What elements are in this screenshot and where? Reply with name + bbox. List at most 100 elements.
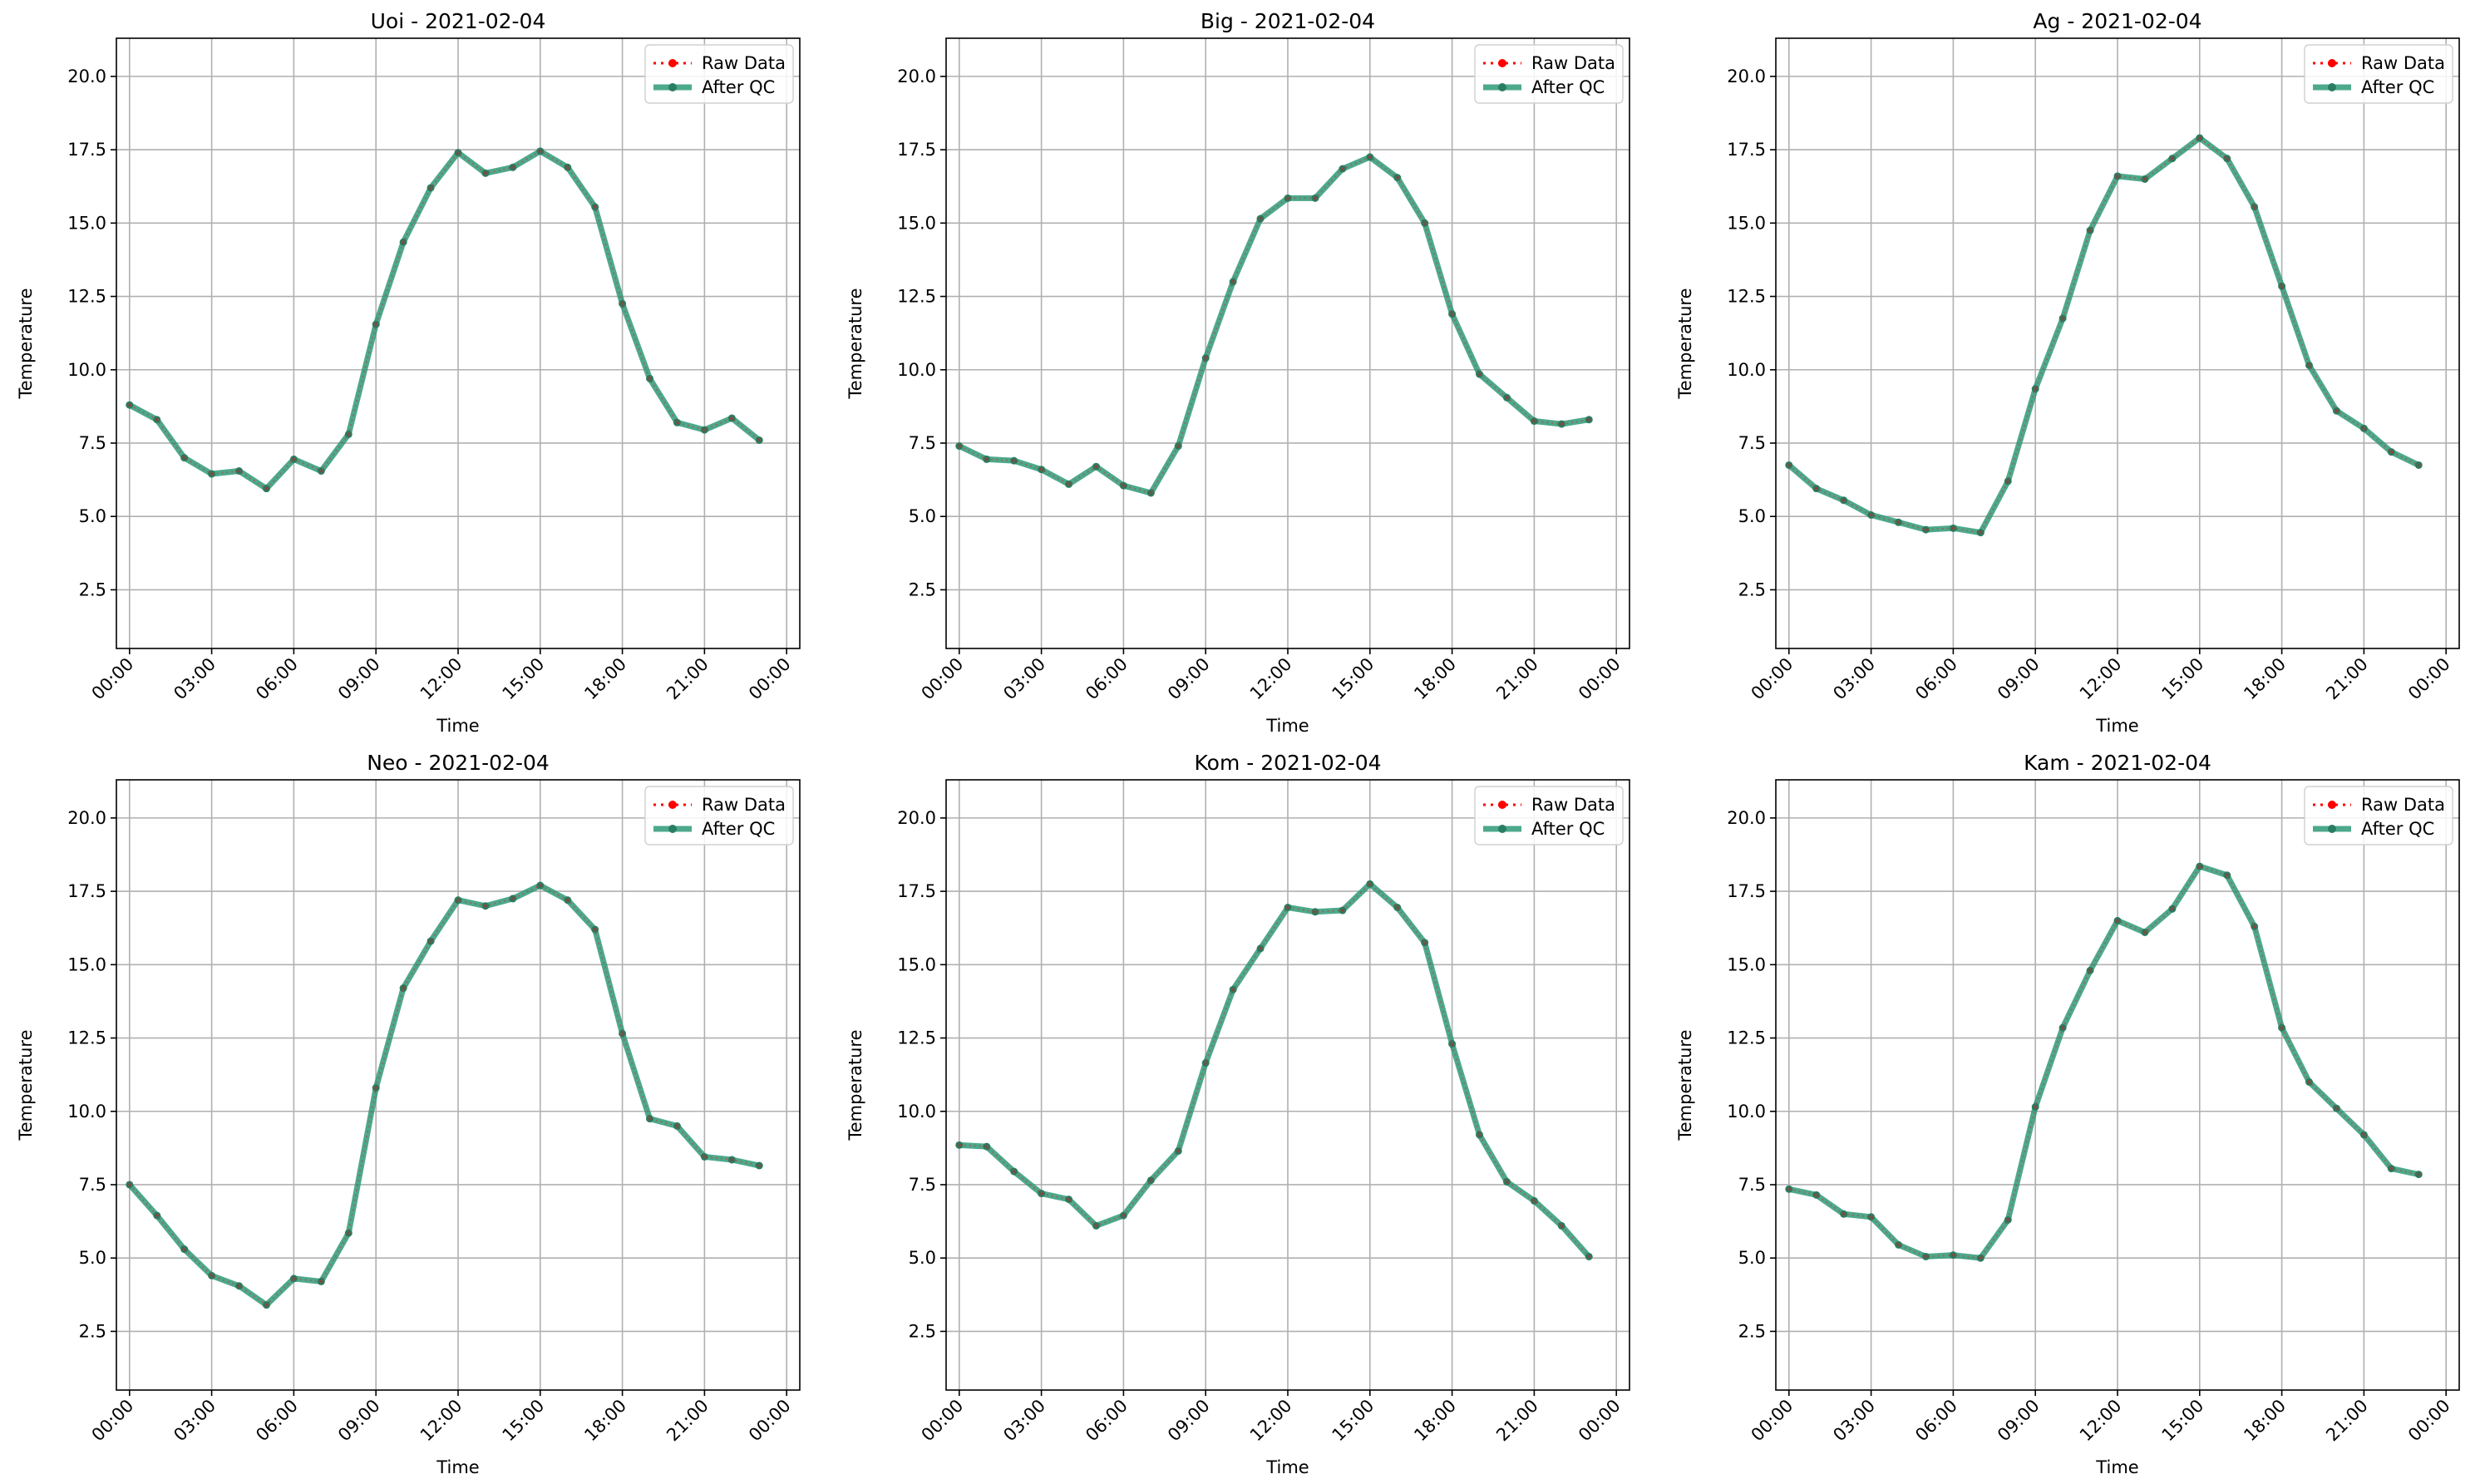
point-after-qc bbox=[1010, 456, 1018, 465]
legend-marker-after-qc bbox=[1498, 83, 1506, 91]
point-after-qc bbox=[1421, 939, 1429, 947]
x-tick-label: 00:00 bbox=[918, 1396, 968, 1446]
point-after-qc bbox=[2086, 226, 2094, 234]
point-raw bbox=[1477, 372, 1482, 377]
point-after-qc bbox=[1476, 1131, 1484, 1139]
point-raw bbox=[1176, 1148, 1181, 1153]
subplot-title: Kom - 2021-02-04 bbox=[1195, 751, 1382, 775]
point-after-qc bbox=[1366, 880, 1374, 888]
y-tick-label: 5.0 bbox=[1738, 1248, 1766, 1268]
x-tick-label: 09:00 bbox=[1994, 654, 2044, 704]
point-after-qc bbox=[1895, 1240, 1903, 1249]
point-after-qc bbox=[2086, 966, 2094, 974]
point-after-qc bbox=[509, 163, 517, 171]
subplot-title: Kam - 2021-02-04 bbox=[2024, 751, 2211, 775]
point-raw bbox=[1093, 464, 1098, 469]
y-tick-label: 12.5 bbox=[897, 287, 936, 307]
point-raw bbox=[1285, 195, 1290, 200]
point-raw bbox=[2389, 1166, 2394, 1171]
x-tick-label: 03:00 bbox=[1829, 654, 1879, 704]
x-tick-label: 09:00 bbox=[1164, 1396, 1214, 1446]
y-tick-label: 2.5 bbox=[1738, 1321, 1766, 1341]
point-after-qc bbox=[1065, 1196, 1073, 1204]
point-after-qc bbox=[126, 1181, 134, 1189]
point-after-qc bbox=[1256, 214, 1265, 223]
point-raw bbox=[264, 1303, 269, 1308]
point-after-qc bbox=[1393, 174, 1402, 182]
point-raw bbox=[1842, 498, 1846, 503]
point-after-qc bbox=[673, 1122, 681, 1130]
point-after-qc bbox=[2113, 916, 2122, 924]
point-after-qc bbox=[1502, 393, 1511, 402]
y-axis-label: Temperature bbox=[1675, 1029, 1695, 1141]
point-after-qc bbox=[2414, 461, 2423, 469]
y-tick-label: 2.5 bbox=[909, 1321, 936, 1341]
point-raw bbox=[182, 1247, 187, 1252]
point-after-qc bbox=[317, 467, 325, 476]
point-raw bbox=[2307, 1079, 2312, 1084]
point-raw bbox=[1586, 417, 1591, 422]
x-axis-label: Time bbox=[2095, 1457, 2138, 1477]
legend-label-after-qc: After QC bbox=[1531, 77, 1605, 97]
subplot-4: 00:00 03:00 06:00 09:00 12:00 15:00 18:00 21:00… bbox=[16, 751, 801, 1477]
point-after-qc bbox=[1867, 1213, 1876, 1221]
y-tick-label: 10.0 bbox=[897, 360, 936, 380]
subplot-6: 00:00 03:00 06:00 09:00 12:00 15:00 18:00 21:00… bbox=[1675, 751, 2460, 1477]
y-tick-label: 2.5 bbox=[909, 579, 936, 599]
legend-label-after-qc: After QC bbox=[702, 77, 775, 97]
x-tick-label: 21:00 bbox=[1492, 654, 1542, 704]
point-raw bbox=[2197, 864, 2202, 869]
point-after-qc bbox=[1174, 1146, 1182, 1155]
y-tick-label: 17.5 bbox=[67, 881, 106, 901]
point-raw bbox=[2280, 283, 2285, 288]
point-raw bbox=[1230, 987, 1235, 992]
y-tick-label: 15.0 bbox=[897, 213, 936, 233]
legend: Raw Data After QC bbox=[2304, 44, 2453, 104]
point-raw bbox=[1978, 530, 1983, 535]
point-after-qc bbox=[1065, 480, 1073, 488]
point-after-qc bbox=[1949, 524, 1957, 532]
point-raw bbox=[1176, 444, 1181, 449]
x-tick-label: 06:00 bbox=[252, 1396, 302, 1446]
point-raw bbox=[401, 986, 406, 991]
x-axis-label: Time bbox=[1265, 716, 1309, 736]
point-raw bbox=[1586, 1254, 1591, 1259]
x-tick-label: 06:00 bbox=[1082, 1396, 1132, 1446]
series-line-raw bbox=[1788, 136, 2419, 534]
point-raw bbox=[984, 1144, 989, 1149]
legend: Raw Data After QC bbox=[644, 786, 794, 846]
y-tick-label: 10.0 bbox=[67, 360, 106, 380]
point-after-qc bbox=[1038, 1190, 1046, 1198]
point-after-qc bbox=[955, 442, 964, 451]
point-after-qc bbox=[619, 1029, 627, 1038]
point-after-qc bbox=[372, 320, 380, 328]
y-tick-label: 15.0 bbox=[1727, 213, 1766, 233]
point-raw bbox=[1923, 527, 1928, 532]
point-raw bbox=[957, 444, 962, 449]
point-raw bbox=[2115, 918, 2120, 923]
point-raw bbox=[2060, 316, 2065, 321]
x-tick-label: 15:00 bbox=[1329, 654, 1378, 704]
y-tick-label: 7.5 bbox=[909, 433, 936, 453]
point-after-qc bbox=[1229, 278, 1237, 286]
point-after-qc bbox=[208, 470, 216, 478]
y-axis-label: Temperature bbox=[1675, 288, 1695, 399]
x-tick-label: 15:00 bbox=[499, 654, 549, 704]
point-after-qc bbox=[2058, 1023, 2067, 1032]
legend: Raw Data After QC bbox=[644, 44, 794, 104]
point-after-qc bbox=[1229, 985, 1237, 993]
x-tick-label: 00:00 bbox=[1575, 654, 1625, 704]
point-after-qc bbox=[126, 401, 134, 409]
point-raw bbox=[620, 1031, 625, 1036]
point-after-qc bbox=[1256, 944, 1265, 953]
point-after-qc bbox=[1174, 442, 1182, 451]
point-raw bbox=[373, 322, 378, 327]
point-raw bbox=[1012, 1169, 1017, 1174]
y-tick-label: 12.5 bbox=[67, 287, 106, 307]
y-tick-label: 20.0 bbox=[67, 808, 106, 828]
y-tick-label: 20.0 bbox=[897, 67, 936, 86]
y-tick-label: 17.5 bbox=[897, 881, 936, 901]
point-after-qc bbox=[2332, 1104, 2340, 1112]
series-line-raw bbox=[959, 882, 1590, 1258]
point-raw bbox=[1504, 395, 1509, 400]
